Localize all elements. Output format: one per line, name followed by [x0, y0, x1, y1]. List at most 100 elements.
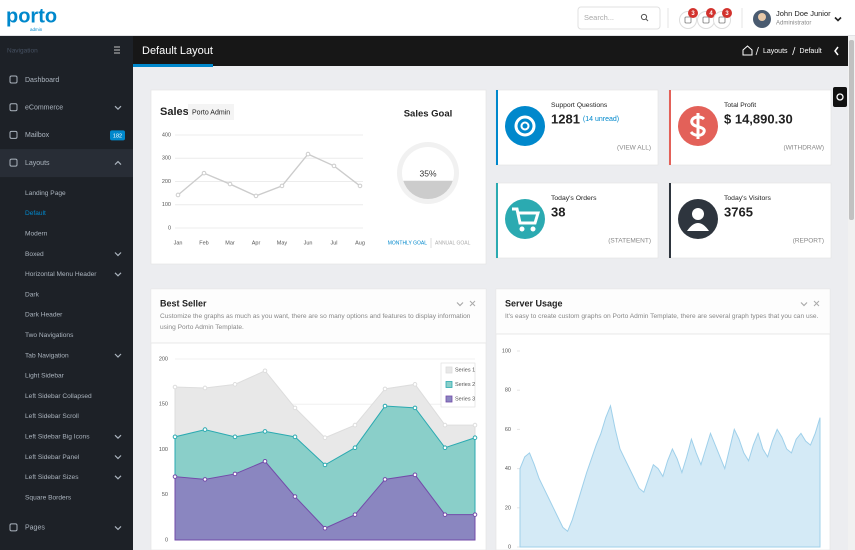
panel-title: Server Usage	[505, 298, 563, 308]
widget-link[interactable]: (WITHDRAW)	[783, 145, 824, 152]
y-tick-label: 0	[165, 537, 168, 543]
submenu-item[interactable]: Left Sidebar Panel	[25, 454, 80, 461]
widget-link[interactable]: (VIEW ALL)	[617, 145, 651, 152]
widget-accent	[669, 183, 671, 258]
submenu-item[interactable]: Dark Header	[25, 312, 63, 319]
point	[202, 385, 208, 391]
x-tick-label: Aug	[355, 240, 365, 246]
panel-description: Customize the graphs as much as you want…	[160, 313, 471, 331]
y-tick-label: 100	[502, 348, 511, 354]
y-tick-label: 60	[505, 427, 511, 433]
point	[232, 382, 238, 387]
search-icon-handle	[645, 18, 649, 22]
point	[442, 445, 448, 450]
chevron	[114, 105, 122, 111]
widget-link[interactable]: (REPORT)	[793, 238, 824, 245]
point	[305, 151, 311, 157]
point	[202, 427, 208, 432]
sidebar-right-toggle[interactable]	[834, 46, 839, 56]
y-tick-label: 400	[162, 132, 171, 138]
point	[175, 192, 181, 198]
widget-title: Support Questions	[551, 102, 608, 109]
breadcrumb[interactable]: Layouts	[763, 48, 788, 55]
panel-description-box: Customize the graphs as much as you want…	[160, 313, 471, 331]
submenu-item[interactable]: Left Sidebar Scroll	[25, 413, 79, 420]
menu-item[interactable]: Layouts	[25, 160, 50, 167]
submenu-item[interactable]: Left Sidebar Big Icons	[25, 433, 90, 440]
panel-description-box: It's easy to create custom graphs on Por…	[505, 313, 818, 320]
submenu-item[interactable]: Default	[25, 210, 46, 217]
y-tick-label: 200	[159, 356, 168, 362]
sales-selector-box[interactable]	[188, 104, 234, 120]
menu-icon	[9, 75, 18, 84]
y-tick-label: 100	[162, 202, 171, 208]
user-role: Administrator	[776, 21, 811, 27]
sidebar	[0, 36, 133, 550]
submenu-item[interactable]: Two Navigations	[25, 332, 74, 339]
widget-icon	[505, 199, 545, 239]
y-tick-label: 100	[159, 447, 168, 453]
menu-item[interactable]: Mailbox	[25, 132, 50, 139]
menu-item[interactable]: Pages	[25, 525, 45, 532]
submenu-item[interactable]: Left Sidebar Collapsed	[25, 393, 92, 400]
widget-value: 38	[551, 204, 565, 219]
settings-toggle[interactable]	[833, 87, 847, 107]
search-box[interactable]	[577, 6, 661, 30]
notification-badge	[722, 8, 732, 18]
line	[177, 153, 361, 197]
icon-glyph	[687, 223, 709, 231]
widget-accent	[669, 90, 671, 165]
area	[174, 460, 476, 541]
x-tick-label: Apr	[252, 240, 261, 246]
scrollbar[interactable]	[848, 36, 855, 550]
y-tick-label: 0	[168, 225, 171, 231]
point	[292, 405, 298, 411]
panel-close[interactable]	[813, 300, 820, 307]
submenu-item[interactable]: Horizontal Menu Header	[25, 271, 97, 278]
user-avatar-face	[758, 13, 766, 21]
legend-label: Series 3	[455, 396, 475, 402]
legend-swatch	[445, 381, 453, 388]
menu-badge	[110, 130, 125, 141]
menu-item[interactable]: eCommerce	[25, 105, 63, 112]
notification-count: 3	[691, 11, 695, 17]
submenu-item[interactable]: Tab Navigation	[25, 352, 69, 359]
submenu-item[interactable]: Left Sidebar Sizes	[25, 474, 79, 481]
goal-title: Sales Goal	[404, 109, 453, 120]
sales-selector: Porto Admin	[192, 109, 230, 116]
submenu-item[interactable]: Light Sidebar	[25, 373, 65, 380]
breadcrumb[interactable]: Default	[800, 48, 822, 55]
search-icon	[640, 13, 648, 21]
goal-tab[interactable]: MONTHLY GOAL	[388, 240, 427, 246]
panel-collapse[interactable]	[800, 302, 808, 307]
point	[352, 422, 358, 428]
x-tick-label: Jan	[174, 240, 183, 246]
notification-icon	[718, 16, 726, 24]
point	[382, 386, 388, 392]
widget-note: (14 unread)	[583, 116, 619, 123]
menu-item[interactable]: Dashboard	[25, 77, 59, 84]
submenu-item[interactable]: Boxed	[25, 251, 44, 258]
point	[172, 434, 178, 440]
goal-tab[interactable]: ANNUAL GOAL	[435, 240, 471, 246]
point	[322, 462, 328, 468]
panel-collapse[interactable]	[456, 302, 464, 307]
submenu-item[interactable]: Square Borders	[25, 494, 72, 501]
menu-icon	[9, 523, 18, 532]
y-tick-label: 50	[162, 492, 168, 498]
point	[172, 474, 178, 479]
point	[472, 512, 478, 517]
submenu-item[interactable]: Landing Page	[25, 190, 66, 197]
page-header	[133, 36, 855, 66]
scrollbar-thumb[interactable]	[849, 40, 854, 220]
panel-close[interactable]	[469, 300, 476, 307]
point	[412, 472, 418, 478]
widget-link[interactable]: (STATEMENT)	[608, 238, 651, 245]
breadcrumb-separator	[755, 46, 759, 56]
icon-glyph	[520, 121, 530, 131]
point	[202, 477, 208, 482]
submenu-item[interactable]: Modern	[25, 230, 48, 237]
y-tick-label: 200	[162, 179, 171, 185]
submenu-item[interactable]: Dark	[25, 291, 40, 298]
icon-glyph	[692, 208, 704, 220]
